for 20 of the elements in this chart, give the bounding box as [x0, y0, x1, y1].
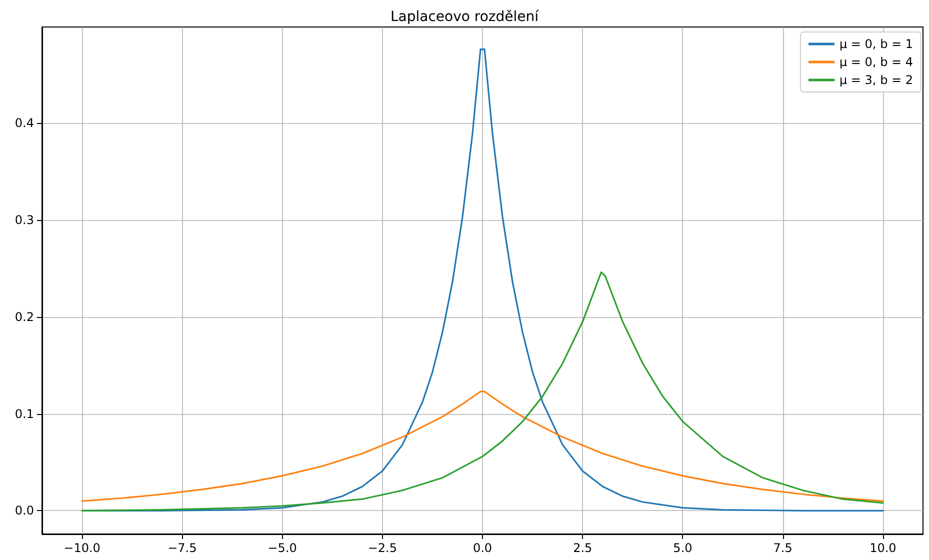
- x-tick-label: −10.0: [64, 541, 100, 555]
- line-series: [81, 271, 884, 512]
- x-tick-label: 5.0: [673, 541, 692, 555]
- x-tick-label: −2.5: [368, 541, 397, 555]
- line-series: [81, 390, 884, 502]
- y-tick-label: 0.3: [14, 212, 34, 227]
- x-tick-label: 7.5: [773, 541, 792, 555]
- x-tick-label: 0.0: [472, 541, 492, 555]
- y-tick-label: 0.1: [14, 406, 34, 421]
- chart-title: Laplaceovo rozdělení: [390, 9, 540, 25]
- x-tick-label: −7.5: [168, 541, 197, 555]
- y-tick-label: 0.4: [14, 116, 34, 130]
- y-tick-label: 0.0: [14, 504, 34, 518]
- y-tick-label: 0.2: [14, 310, 34, 324]
- x-tick-label: 2.5: [573, 541, 592, 555]
- legend-label: μ = 0, b = 4: [839, 55, 914, 69]
- x-tick-label: 10.0: [870, 541, 896, 555]
- x-tick-label: −5.0: [268, 541, 297, 555]
- legend-label: μ = 0, b = 1: [839, 37, 914, 51]
- legend-label: μ = 3, b = 2: [839, 73, 914, 87]
